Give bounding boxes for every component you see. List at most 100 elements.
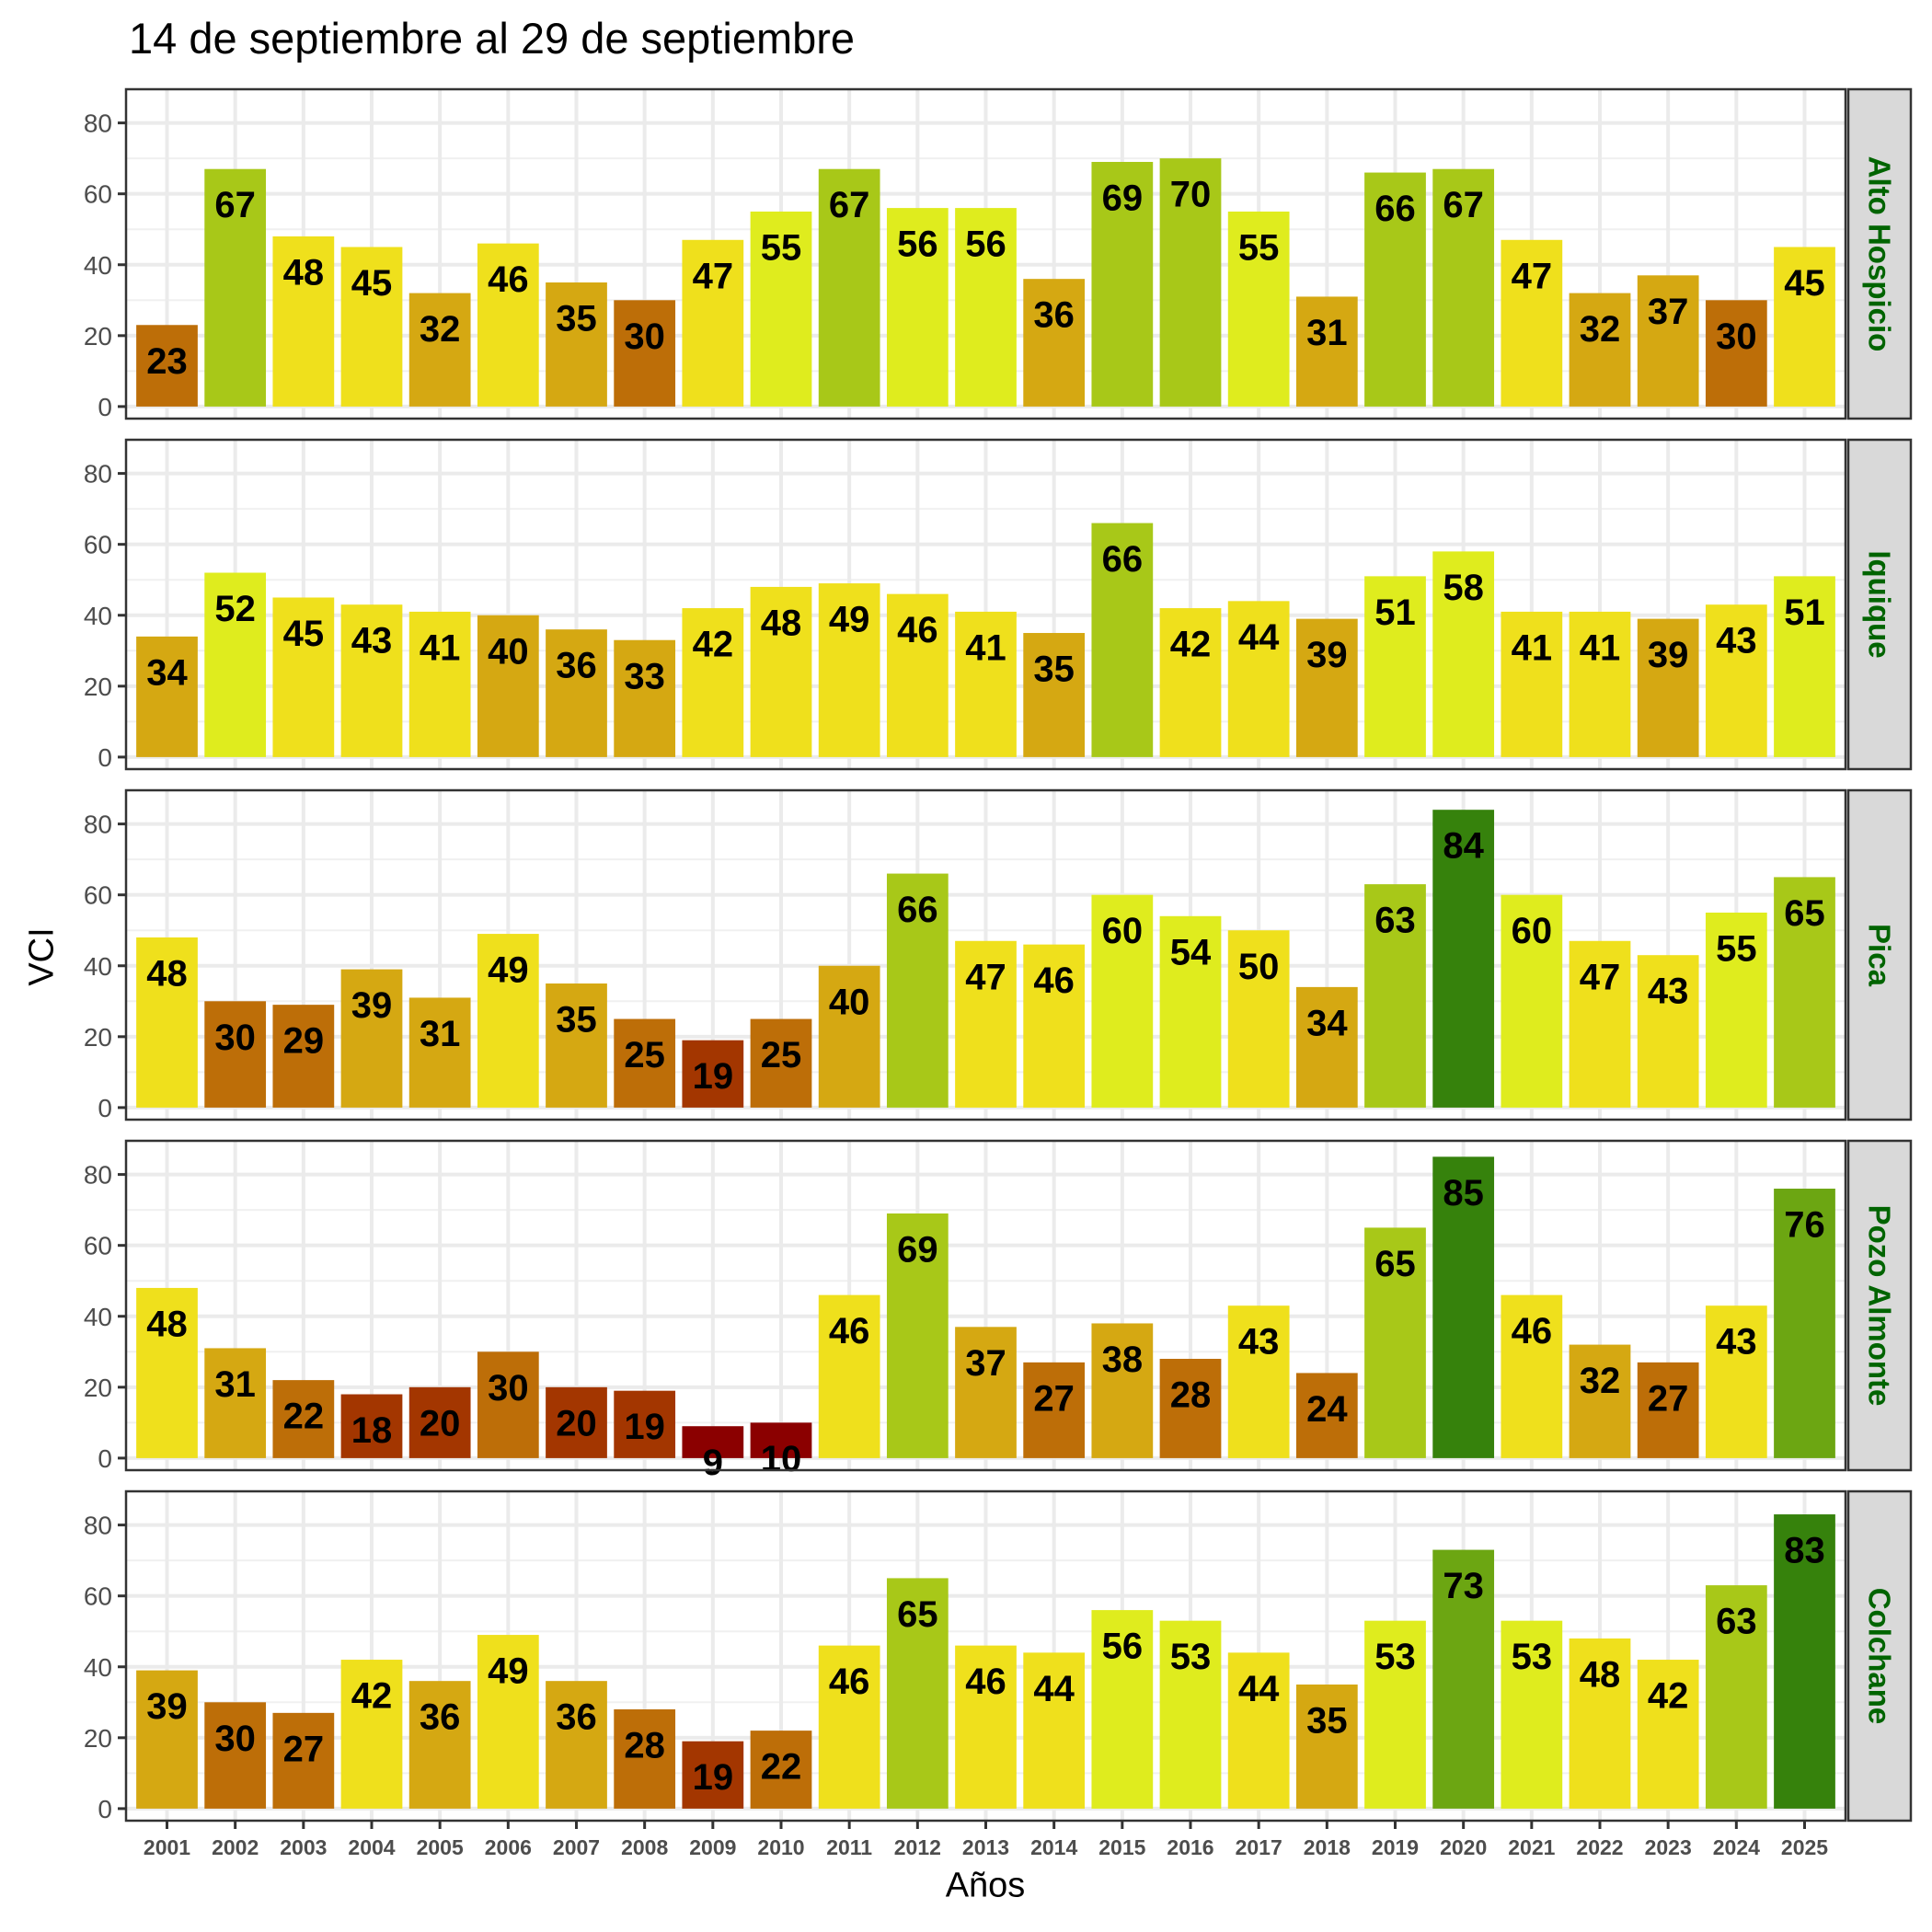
- bar-value-label: 30: [488, 1368, 529, 1409]
- x-tick-label: 2018: [1304, 1835, 1351, 1859]
- y-tick-label: 40: [84, 602, 112, 630]
- bar-value-label: 69: [897, 1230, 938, 1271]
- bar: [1432, 810, 1495, 1108]
- bar-value-label: 39: [1648, 635, 1689, 675]
- bar-value-label: 22: [283, 1397, 325, 1437]
- bar: [1432, 1549, 1495, 1809]
- y-tick-label: 20: [84, 322, 112, 351]
- bar-value-label: 9: [703, 1443, 723, 1483]
- bar-value-label: 39: [146, 1686, 188, 1727]
- bar-value-label: 40: [488, 631, 529, 672]
- bar: [614, 300, 676, 407]
- bar: [1295, 986, 1358, 1108]
- bar-value-label: 85: [1443, 1173, 1484, 1213]
- bar: [1227, 1305, 1290, 1458]
- x-tick-label: 2001: [144, 1835, 190, 1859]
- bar: [1705, 1585, 1767, 1809]
- bar: [750, 586, 812, 757]
- bar: [682, 1040, 744, 1108]
- bar: [1569, 611, 1631, 757]
- bar: [1705, 1305, 1767, 1458]
- bar: [340, 1394, 403, 1458]
- bar-value-label: 38: [1102, 1340, 1144, 1380]
- bar: [818, 1645, 880, 1809]
- bar: [1023, 633, 1086, 757]
- bar-value-label: 60: [1102, 911, 1144, 951]
- bar-value-label: 35: [1306, 1701, 1348, 1742]
- bar-value-label: 43: [351, 621, 393, 661]
- bar: [1023, 1362, 1086, 1458]
- bar-value-label: 41: [965, 627, 1006, 668]
- bar: [204, 572, 267, 757]
- bar-value-label: 53: [1374, 1637, 1416, 1677]
- bar: [340, 247, 403, 407]
- bar: [955, 208, 1017, 407]
- x-tick-label: 2008: [621, 1835, 668, 1859]
- bar: [1227, 930, 1290, 1108]
- bar: [1364, 1620, 1426, 1809]
- bar: [1295, 1373, 1358, 1458]
- bar-value-label: 34: [1306, 1003, 1348, 1043]
- facet-strip: [1846, 1489, 1913, 1823]
- bar: [477, 615, 539, 757]
- bar: [136, 1287, 198, 1458]
- bar: [1023, 279, 1086, 407]
- bar: [886, 593, 949, 757]
- bar: [272, 1005, 335, 1108]
- bar: [750, 1018, 812, 1108]
- bar-value-label: 39: [351, 985, 393, 1026]
- x-tick-label: 2022: [1576, 1835, 1623, 1859]
- bar-value-label: 46: [965, 1662, 1006, 1702]
- bar: [408, 293, 471, 407]
- facet-strip-label: Iquique: [1863, 550, 1897, 658]
- bar-value-label: 29: [283, 1021, 325, 1062]
- x-axis-label: Años: [945, 1866, 1026, 1905]
- bar: [1432, 168, 1495, 407]
- bar: [1705, 604, 1767, 757]
- x-tick-label: 2024: [1713, 1835, 1760, 1859]
- bar: [750, 1731, 812, 1809]
- bar: [682, 239, 744, 407]
- y-tick-label: 40: [84, 251, 112, 280]
- bar: [1091, 161, 1154, 407]
- bar-value-label: 28: [624, 1726, 665, 1766]
- y-tick-label: 40: [84, 952, 112, 981]
- bar: [886, 208, 949, 407]
- bar: [272, 1712, 335, 1809]
- x-tick-label: 2009: [689, 1835, 736, 1859]
- bar-value-label: 84: [1443, 826, 1484, 867]
- x-tick-label: 2002: [212, 1835, 259, 1859]
- bar-value-label: 44: [1033, 1669, 1075, 1709]
- bar-value-label: 34: [146, 652, 188, 693]
- bar: [1637, 618, 1699, 757]
- bar-value-label: 37: [1648, 292, 1689, 332]
- bar: [1295, 618, 1358, 757]
- x-tick-label: 2025: [1781, 1835, 1828, 1859]
- bar-value-label: 23: [146, 341, 188, 382]
- y-tick-label: 40: [84, 1653, 112, 1682]
- bar-value-label: 67: [829, 185, 870, 225]
- bar-value-label: 42: [1170, 625, 1212, 665]
- y-tick-label: 20: [84, 1374, 112, 1402]
- bar: [1159, 608, 1222, 757]
- bar-value-label: 19: [693, 1757, 734, 1798]
- bar-value-label: 60: [1512, 911, 1553, 951]
- bar-value-label: 76: [1784, 1205, 1825, 1246]
- bar: [818, 583, 880, 757]
- bar-value-label: 36: [1033, 295, 1075, 336]
- bar: [1774, 576, 1835, 757]
- bar-value-label: 55: [1238, 227, 1280, 268]
- bar: [136, 636, 198, 757]
- y-tick-label: 60: [84, 180, 112, 209]
- bar: [1637, 1660, 1699, 1809]
- bar-value-label: 63: [1716, 1602, 1757, 1642]
- panel-border: [124, 87, 1847, 420]
- bar: [1501, 239, 1563, 407]
- bar: [1091, 523, 1154, 757]
- bar-value-label: 32: [1580, 1361, 1621, 1401]
- bar: [477, 1351, 539, 1458]
- x-tick-label: 2020: [1440, 1835, 1487, 1859]
- x-tick-label: 2011: [826, 1835, 872, 1859]
- y-tick-label: 60: [84, 1582, 112, 1611]
